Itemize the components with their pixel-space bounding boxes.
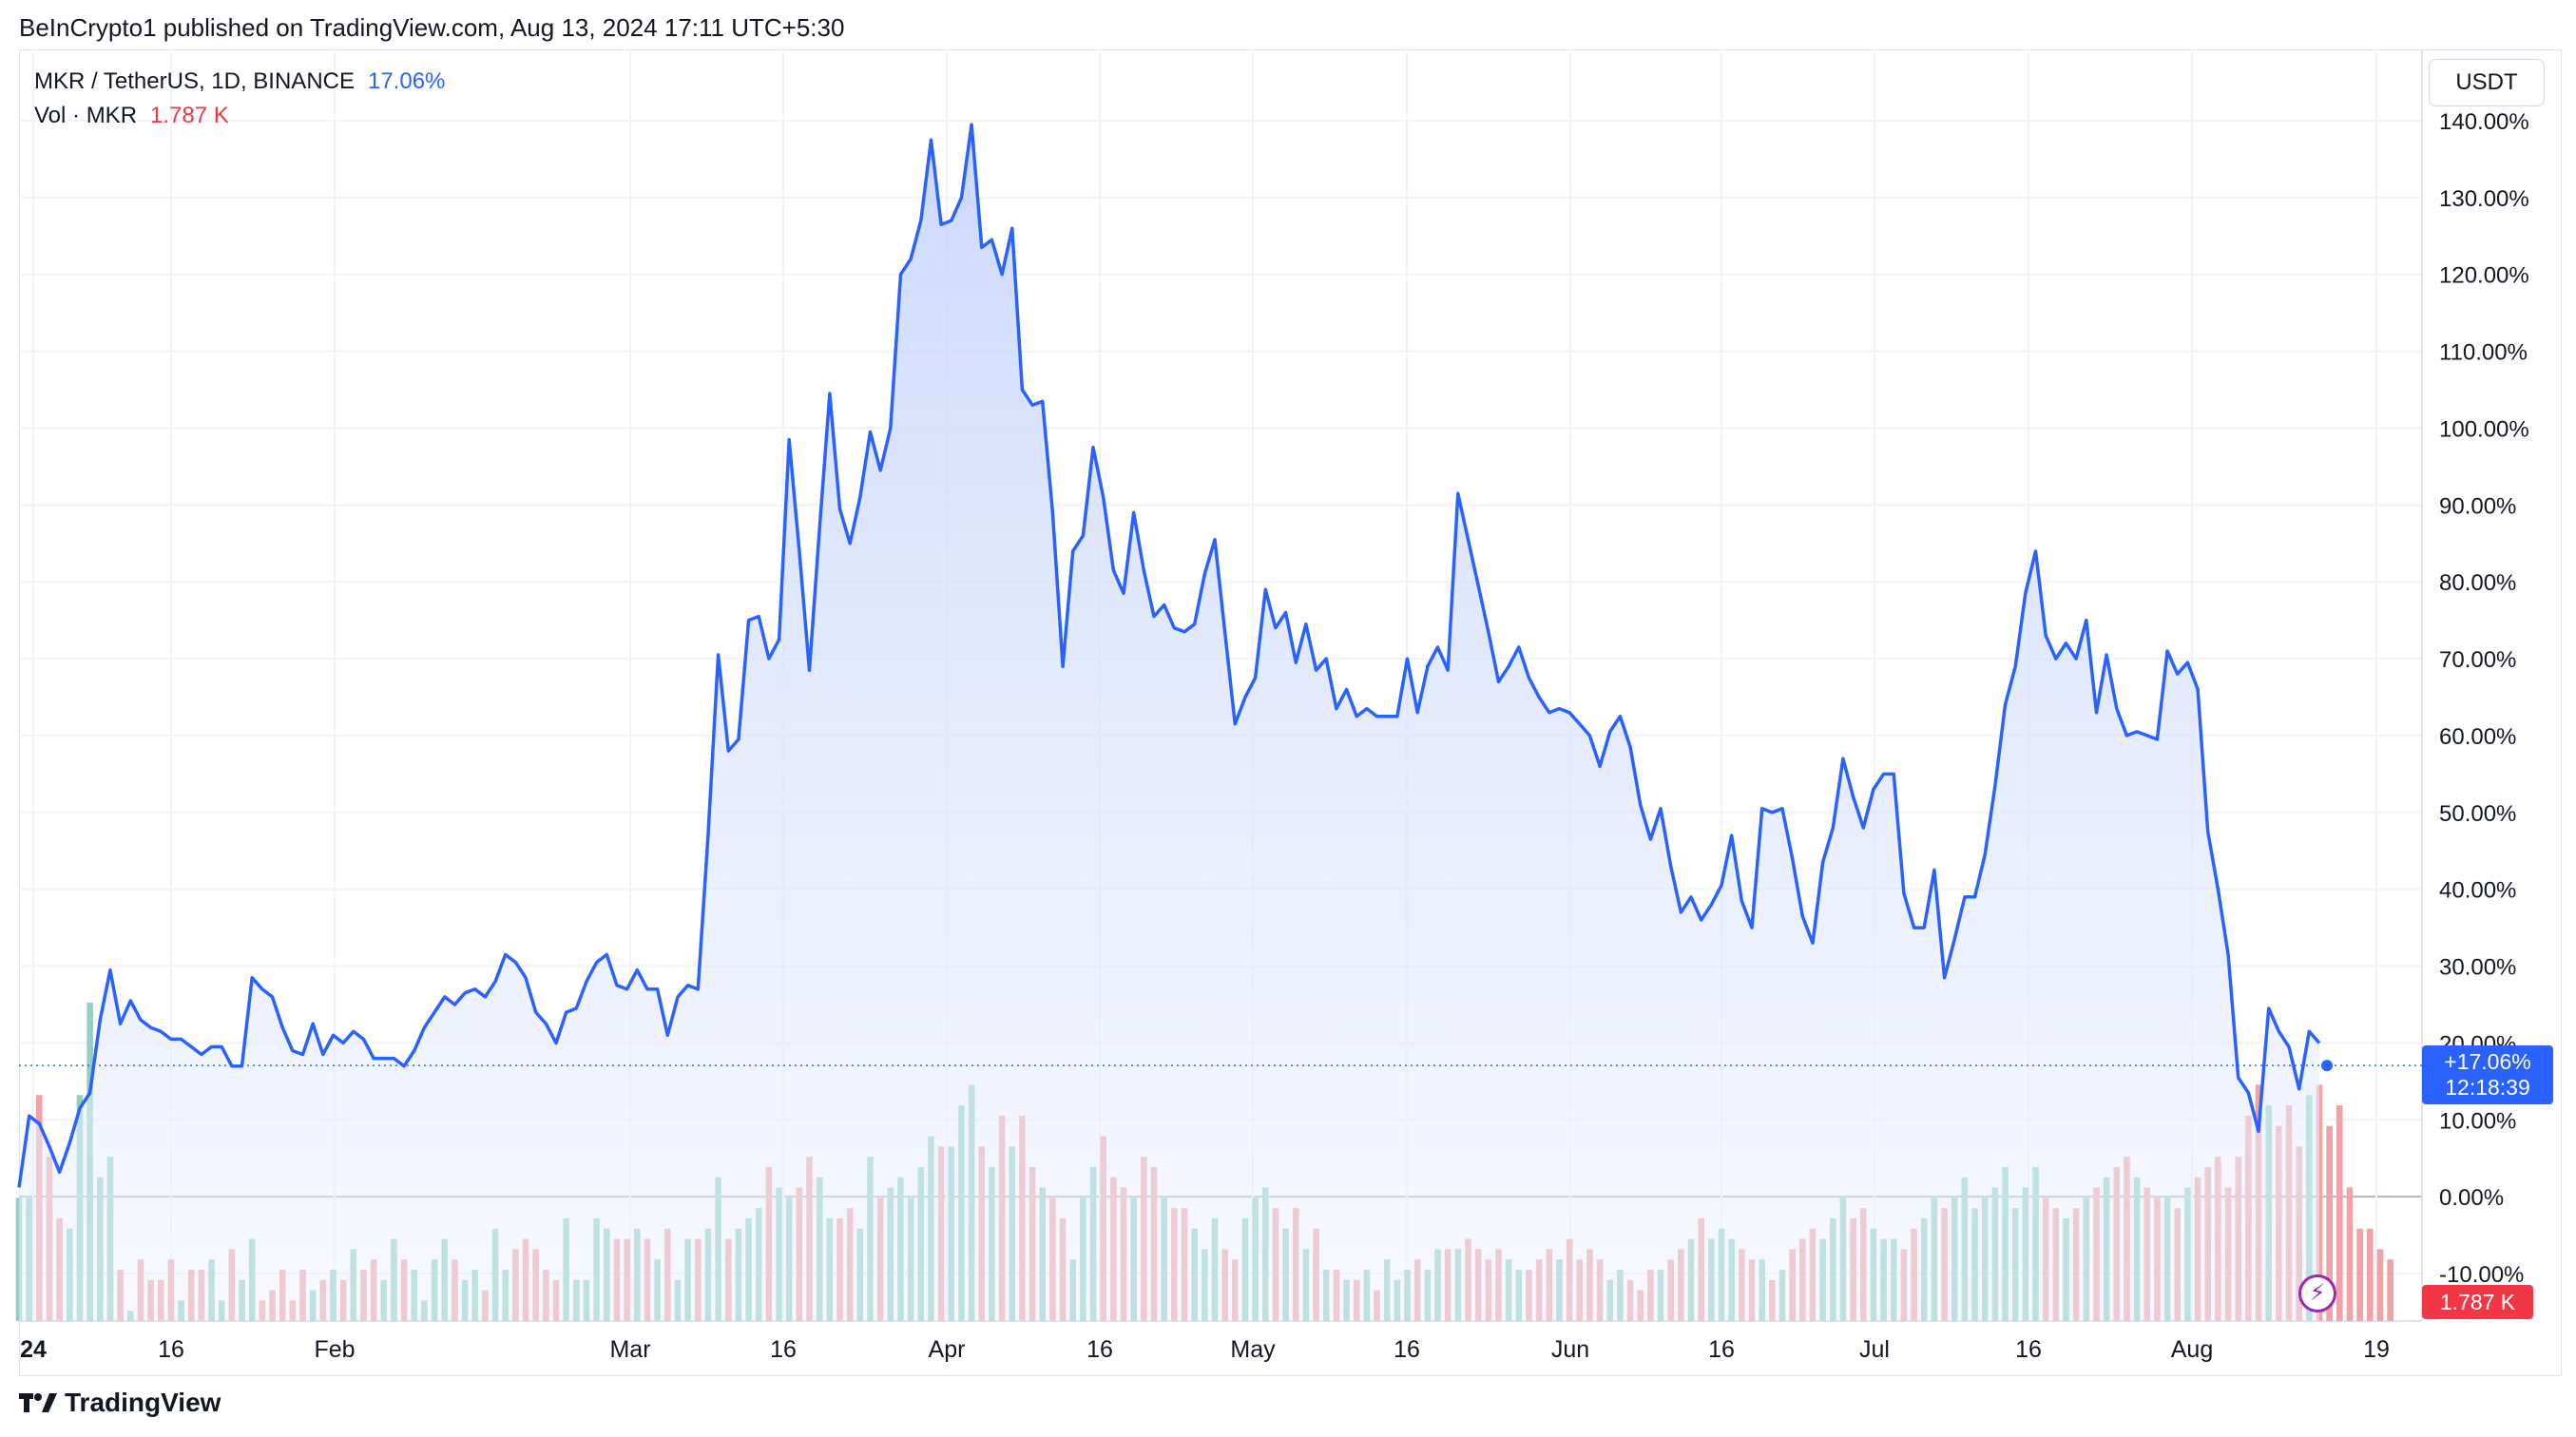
y-tick-label: 0.00% xyxy=(2439,1185,2504,1211)
y-tick-label: 120.00% xyxy=(2439,263,2529,289)
price-area xyxy=(19,125,2319,1321)
y-tick-label: 80.00% xyxy=(2439,570,2516,596)
bar-countdown: 12:18:39 xyxy=(2445,1075,2530,1100)
y-tick-label: 60.00% xyxy=(2439,724,2516,750)
x-tick-label: 16 xyxy=(1708,1336,1735,1363)
legend-volume-value: 1.787 K xyxy=(150,103,229,128)
x-axis: 24 16 Feb Mar 16 Apr 16 May 16 Jun 16 Jul 16 Aug 19 xyxy=(20,1336,2390,1363)
x-tick-label: Jul xyxy=(1859,1336,1890,1363)
tradingview-brand[interactable]: TradingView xyxy=(19,1388,221,1418)
y-tick-label: 110.00% xyxy=(2439,340,2528,366)
y-axis: 140.00% 130.00% 120.00% 110.00% 100.00% 90.00… xyxy=(2439,109,2529,1288)
x-tick-label: 19 xyxy=(2363,1336,2390,1363)
volume-bar xyxy=(2376,1249,2384,1321)
x-tick-label: 16 xyxy=(158,1336,184,1363)
y-tick-label: 130.00% xyxy=(2439,186,2529,212)
brand-label: TradingView xyxy=(65,1388,221,1417)
x-tick-label: 24 xyxy=(20,1336,47,1363)
volume-bar xyxy=(2336,1105,2343,1321)
y-tick-label: 10.00% xyxy=(2439,1108,2516,1134)
x-tick-label: 16 xyxy=(2015,1336,2042,1363)
price-line-path xyxy=(17,123,2321,1188)
volume-bar xyxy=(2387,1259,2393,1321)
x-tick-label: Apr xyxy=(929,1336,966,1363)
volume-bar xyxy=(2326,1125,2333,1321)
y-tick-label: 100.00% xyxy=(2439,416,2529,442)
last-price-badge: +17.06% 12:18:39 xyxy=(2422,1045,2553,1104)
legend-symbol-value: 17.06% xyxy=(367,68,446,94)
legend-symbol[interactable]: MKR / TetherUS, 1D, BINANCE 17.06% xyxy=(34,68,445,95)
x-tick-label: Mar xyxy=(609,1336,650,1363)
currency-button[interactable]: USDT xyxy=(2429,59,2545,106)
x-tick-label: 16 xyxy=(1394,1336,1420,1363)
lightning-icon[interactable]: ⚡ xyxy=(2298,1274,2336,1312)
y-tick-label: 40.00% xyxy=(2439,878,2516,904)
last-price-dot xyxy=(2321,1060,2333,1072)
y-tick-label: -10.00% xyxy=(2439,1262,2524,1288)
volume-bar xyxy=(2346,1187,2354,1321)
legend-volume-label: Vol · MKR xyxy=(34,103,138,128)
tradingview-logo-icon xyxy=(19,1393,57,1412)
volume-bar xyxy=(2356,1228,2363,1321)
y-tick-label: 50.00% xyxy=(2439,801,2516,827)
x-tick-label: Jun xyxy=(1551,1336,1589,1363)
y-tick-label: 70.00% xyxy=(2439,647,2516,673)
last-price-value: +17.06% xyxy=(2444,1049,2531,1074)
legend-volume[interactable]: Vol · MKR 1.787 K xyxy=(34,103,229,129)
x-tick-label: May xyxy=(1230,1336,1276,1363)
legend-symbol-label: MKR / TetherUS, 1D, BINANCE xyxy=(34,68,355,94)
volume-badge: 1.787 K xyxy=(2422,1285,2533,1319)
price-line xyxy=(17,123,2422,1188)
x-tick-label: 16 xyxy=(770,1336,797,1363)
x-tick-label: 16 xyxy=(1086,1336,1113,1363)
volume-bar xyxy=(2367,1228,2374,1321)
price-area-fill xyxy=(19,125,2319,1321)
y-tick-label: 140.00% xyxy=(2439,109,2529,135)
x-tick-label: Feb xyxy=(314,1336,355,1363)
published-line: BeInCrypto1 published on TradingView.com… xyxy=(19,13,845,42)
y-tick-label: 30.00% xyxy=(2439,955,2516,981)
chart-frame xyxy=(19,49,2562,1376)
y-tick-label: 90.00% xyxy=(2439,493,2516,519)
x-tick-label: Aug xyxy=(2171,1336,2213,1363)
